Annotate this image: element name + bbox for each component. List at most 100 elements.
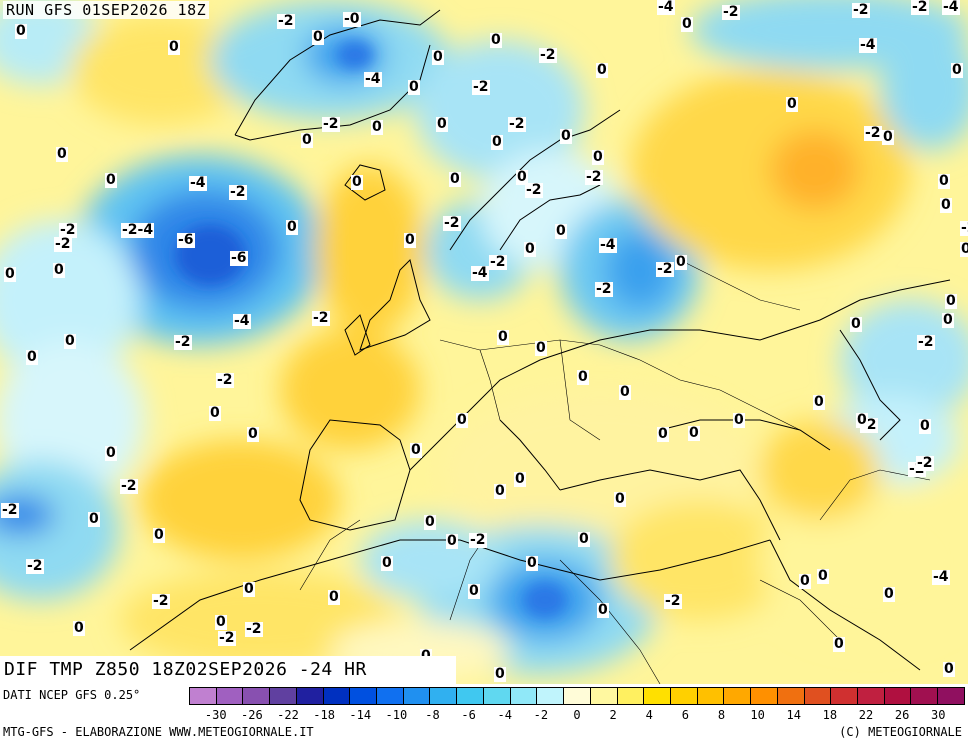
- value-label: 0: [64, 333, 76, 349]
- value-label: -4: [599, 237, 617, 253]
- value-label: 0: [597, 602, 609, 618]
- scale-label: 26: [894, 708, 910, 722]
- color-swatch: [190, 688, 217, 704]
- value-label: 0: [56, 146, 68, 162]
- color-swatch: [216, 688, 244, 704]
- value-label: -2: [508, 116, 526, 132]
- scale-label: -30: [204, 708, 227, 722]
- value-label: -2: [245, 621, 263, 637]
- value-label: 0: [15, 23, 27, 39]
- value-label: 0: [209, 405, 221, 421]
- color-swatch: [590, 688, 618, 704]
- value-label: 0: [681, 16, 693, 32]
- value-label: -2: [229, 184, 247, 200]
- value-label: -2: [722, 4, 740, 20]
- value-label: -6: [177, 232, 195, 248]
- value-label: -4: [471, 265, 489, 281]
- value-label: 0: [817, 568, 829, 584]
- color-swatch: [430, 688, 458, 704]
- color-swatch: [670, 688, 698, 704]
- value-label: 0: [105, 172, 117, 188]
- value-label: 0: [578, 531, 590, 547]
- scale-label: 10: [750, 708, 765, 722]
- value-label: 0: [73, 620, 85, 636]
- value-label: 0: [786, 96, 798, 112]
- color-swatch: [644, 688, 671, 704]
- value-label: -2: [26, 558, 44, 574]
- value-label: 0: [675, 254, 687, 270]
- value-label: -2: [852, 2, 870, 18]
- color-swatch: [510, 688, 538, 704]
- value-label: 0: [371, 119, 383, 135]
- value-label: 0: [942, 312, 954, 328]
- scale-label: 22: [858, 708, 874, 722]
- value-label: 0: [449, 171, 461, 187]
- value-label: -4: [657, 0, 675, 15]
- scale-label: 0: [573, 708, 581, 722]
- color-swatch: [777, 688, 805, 704]
- value-label: 0: [494, 483, 506, 499]
- value-label: 0: [436, 116, 448, 132]
- value-label: 0: [614, 491, 626, 507]
- value-label: 0: [312, 29, 324, 45]
- color-swatch: [537, 688, 565, 704]
- value-label: 0: [456, 412, 468, 428]
- scale-label: -4: [497, 708, 512, 722]
- footer: DATI NCEP GFS 0.25° -30 -26 -22 -18 -14 -10 -8…: [0, 684, 968, 745]
- value-label: 0: [247, 426, 259, 442]
- value-label: -2: [472, 79, 490, 95]
- value-label: 0: [592, 149, 604, 165]
- value-label: -2: [960, 221, 968, 236]
- value-label: -2: [489, 254, 507, 270]
- value-label: 0: [535, 340, 547, 356]
- value-label: -2: [218, 630, 236, 646]
- value-label: 0: [688, 425, 700, 441]
- value-label: -2: [120, 478, 138, 494]
- value-label: -2: [911, 0, 929, 15]
- value-label: -2: [312, 310, 330, 326]
- scale-label: -18: [313, 708, 335, 722]
- value-label: 0: [799, 573, 811, 589]
- value-label: 0: [945, 293, 957, 309]
- scale-label: -22: [277, 708, 299, 722]
- scale-label: 4: [645, 708, 653, 722]
- color-swatch: [564, 688, 591, 704]
- value-label: 0: [657, 426, 669, 442]
- value-label: -2: [585, 169, 603, 185]
- scale-label: -10: [385, 708, 408, 722]
- value-label: -0: [343, 11, 361, 27]
- value-label: 0: [490, 32, 502, 48]
- value-label: 0: [733, 412, 745, 428]
- color-swatch: [483, 688, 511, 704]
- value-label: -2: [525, 182, 543, 198]
- run-title: RUN GFS 01SEP2026 18Z: [3, 1, 210, 19]
- color-swatch: [831, 688, 858, 704]
- value-label: -4: [942, 0, 960, 15]
- value-label: 0: [943, 661, 955, 677]
- value-label: 0: [938, 173, 950, 189]
- color-swatch: [751, 688, 778, 704]
- value-label: 0: [833, 636, 845, 652]
- value-label: -2: [277, 13, 295, 29]
- value-label: 0: [619, 384, 631, 400]
- value-label: -6: [230, 250, 248, 266]
- value-label: -2: [1, 502, 19, 518]
- value-label: 0: [494, 666, 506, 682]
- value-label: 0: [514, 471, 526, 487]
- value-label: 0: [351, 174, 363, 190]
- value-label: 0: [883, 586, 895, 602]
- value-label: -2: [322, 116, 340, 132]
- value-label: 0: [286, 219, 298, 235]
- color-swatch: [617, 688, 645, 704]
- value-label: 0: [524, 241, 536, 257]
- value-label: 0: [432, 49, 444, 65]
- scale-label: 18: [822, 708, 838, 722]
- scale-label: 14: [786, 708, 801, 722]
- color-swatch: [911, 688, 939, 704]
- scale-label: 6: [681, 708, 689, 722]
- value-label: -2: [664, 593, 682, 609]
- scale-label: 2: [609, 708, 617, 722]
- color-swatch: [884, 688, 912, 704]
- color-scale: [189, 687, 965, 705]
- value-label: 0: [424, 514, 436, 530]
